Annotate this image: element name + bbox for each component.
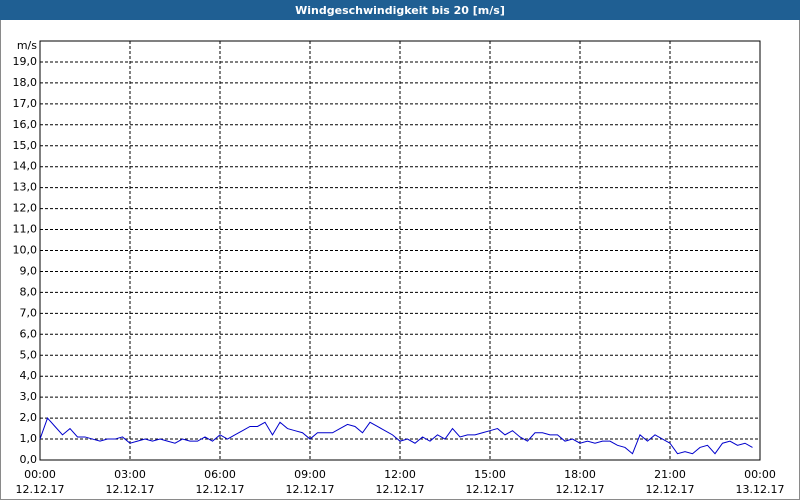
x-tick-label: 15:00: [474, 468, 506, 481]
y-tick-label: 16,0: [13, 118, 38, 131]
y-tick-label: 8,0: [20, 285, 38, 298]
x-tick-date: 12.12.17: [466, 483, 515, 496]
x-tick-label: 09:00: [294, 468, 326, 481]
y-tick-label: 13,0: [13, 181, 38, 194]
x-tick-label: 06:00: [204, 468, 236, 481]
y-unit: m/s: [17, 39, 37, 52]
y-tick-label: 5,0: [20, 348, 38, 361]
y-tick-label: 11,0: [13, 223, 38, 236]
y-tick-label: 17,0: [13, 97, 38, 110]
y-tick-label: 4,0: [20, 369, 38, 382]
y-tick-label: 3,0: [20, 390, 38, 403]
x-tick-label: 00:00: [24, 468, 56, 481]
x-tick-date: 12.12.17: [16, 483, 65, 496]
y-tick-label: 0,0: [20, 453, 38, 466]
title-bar: [0, 0, 800, 20]
x-tick-label: 18:00: [564, 468, 596, 481]
y-tick-label: 7,0: [20, 306, 38, 319]
y-tick-label: 18,0: [13, 76, 38, 89]
x-tick-date: 12.12.17: [106, 483, 155, 496]
y-tick-label: 12,0: [13, 202, 38, 215]
x-tick-label: 12:00: [384, 468, 416, 481]
x-tick-label: 00:00: [744, 468, 776, 481]
x-tick-date: 12.12.17: [286, 483, 335, 496]
y-tick-label: 15,0: [13, 139, 38, 152]
x-tick-label: 03:00: [114, 468, 146, 481]
x-tick-date: 12.12.17: [556, 483, 605, 496]
x-tick-date: 12.12.17: [196, 483, 245, 496]
x-tick-date: 12.12.17: [646, 483, 695, 496]
y-tick-label: 10,0: [13, 244, 38, 257]
x-tick-date: 13.12.17: [736, 483, 785, 496]
y-tick-label: 1,0: [20, 432, 38, 445]
x-tick-date: 12.12.17: [376, 483, 425, 496]
y-tick-label: 6,0: [20, 327, 38, 340]
x-tick-label: 21:00: [654, 468, 686, 481]
y-tick-label: 2,0: [20, 411, 38, 424]
data-line: [39, 417, 753, 455]
y-tick-label: 9,0: [20, 264, 38, 277]
chart-title: Windgeschwindigkeit bis 20 [m/s]: [295, 4, 505, 17]
y-tick-label: 19,0: [13, 55, 38, 68]
y-tick-label: 14,0: [13, 160, 38, 173]
